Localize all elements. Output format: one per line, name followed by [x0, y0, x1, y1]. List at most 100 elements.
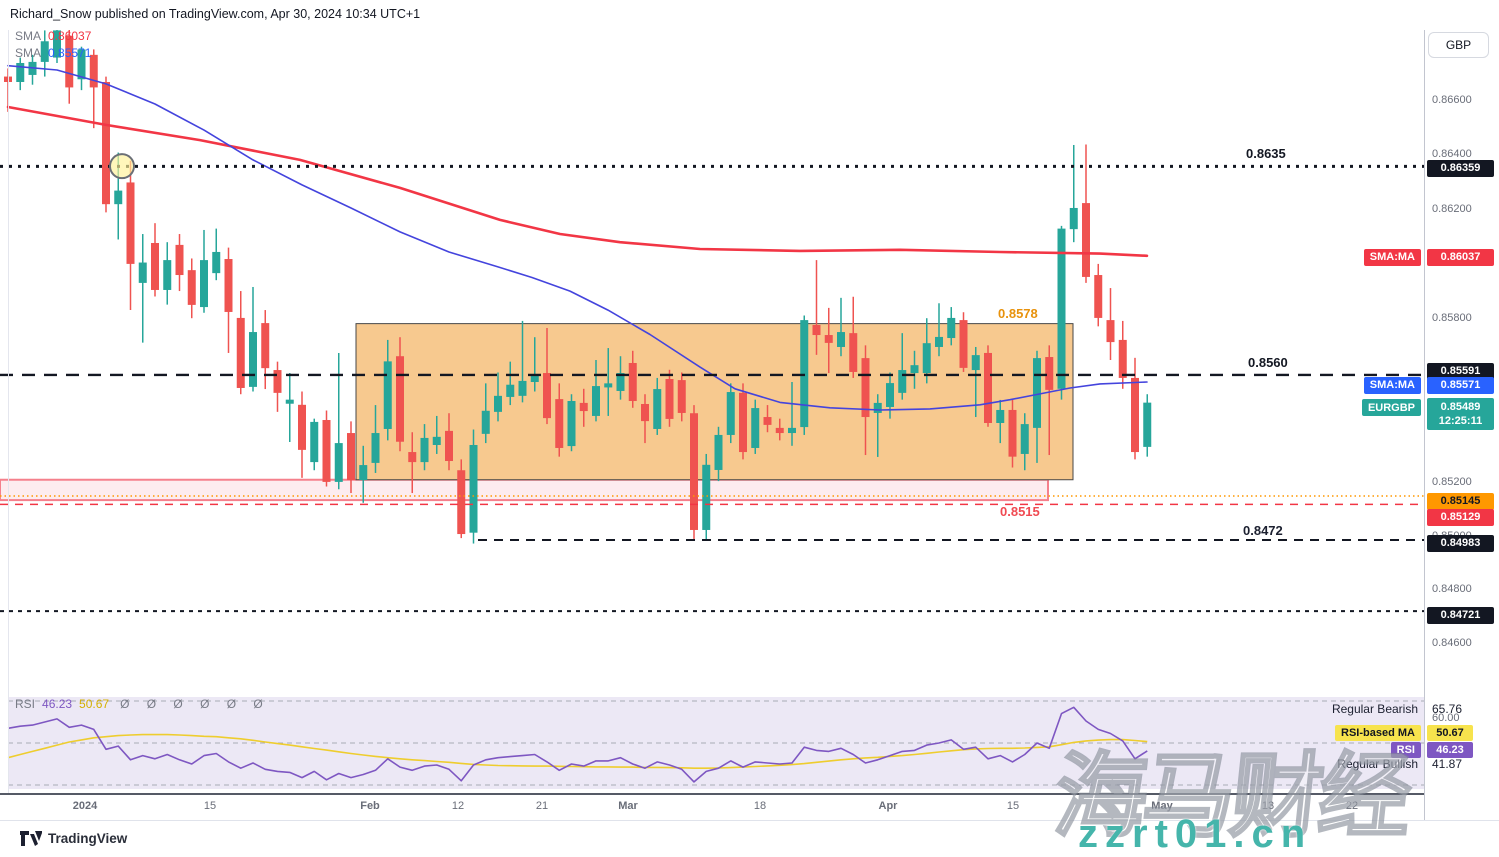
price-axis-border [1424, 30, 1425, 820]
candle-body [898, 370, 907, 393]
drawing-price-label[interactable]: 0.8472 [1243, 523, 1283, 538]
axis-series-name-badge: EURGBP [1361, 399, 1421, 416]
candle-body [1033, 358, 1041, 428]
rsi-legend-value: 46.23 [42, 697, 73, 711]
candle-body [861, 358, 870, 418]
drawing-price-label[interactable]: 0.8578 [998, 306, 1038, 321]
sma-slow-label: SMA [15, 29, 42, 43]
candle-body [236, 317, 245, 388]
axis-series-name-badge: SMA:MA [1363, 376, 1421, 394]
time-tick-label: Feb [360, 800, 380, 812]
divergence-disabled-icons[interactable]: Ø Ø Ø Ø Ø Ø [120, 697, 270, 711]
candle-body [984, 352, 992, 423]
time-tick-label: 13 [1261, 800, 1275, 812]
candle-body [432, 436, 441, 445]
rsi-ma-line[interactable] [7, 733, 1148, 770]
candle-body [89, 54, 98, 88]
candle-body [628, 362, 637, 402]
candle-body [359, 465, 368, 481]
candle-body [285, 399, 294, 404]
candle-body [1106, 320, 1115, 343]
candle-body [65, 35, 74, 88]
tradingview-logo[interactable]: TradingView [20, 831, 127, 846]
time-tick-label: Mar [618, 800, 638, 812]
candle-body [383, 361, 392, 429]
candle-body [334, 443, 343, 482]
publish-header: Richard_Snow published on TradingView.co… [10, 7, 421, 21]
candle-body [702, 464, 711, 530]
candle-body [187, 270, 196, 305]
candle-body [53, 30, 61, 58]
candle-body [555, 399, 564, 448]
time-tick-label: 12 [451, 800, 465, 812]
candle-body [298, 404, 306, 450]
time-tick-label: 15 [203, 800, 217, 812]
drawing-price-label[interactable]: 0.8635 [1246, 146, 1286, 161]
time-axis-separator [0, 793, 1424, 795]
candle-body [579, 402, 588, 412]
candle-body [1143, 402, 1152, 447]
rsi-based-ma-badge[interactable]: RSI-based MA [1335, 725, 1421, 741]
candle-body [469, 444, 478, 533]
candle-body [788, 427, 796, 434]
time-tick-label: 2024 [72, 800, 98, 812]
rsi-ma-legend-value: 50.67 [79, 697, 110, 711]
candle-body [641, 403, 649, 422]
candle-body [1131, 377, 1139, 453]
price-chart-canvas[interactable] [0, 30, 1424, 820]
candle-body [518, 380, 527, 396]
price-tick-label: 0.85200 [1432, 476, 1472, 488]
drawing-price-label[interactable]: 0.8515 [1000, 504, 1040, 519]
axis-price-badge: 0.86037 [1427, 248, 1494, 266]
sma-slow-line[interactable] [6, 105, 1149, 258]
rsi-axis-tick-60: 60.00 [1432, 712, 1460, 724]
candle-body [971, 355, 980, 371]
axis-price-badge: 0.84983 [1427, 534, 1494, 552]
drawing-price-label[interactable]: 0.8560 [1248, 355, 1288, 370]
currency-toggle-button[interactable]: GBP [1428, 32, 1489, 58]
candle-body [947, 317, 956, 339]
rsi-badge[interactable]: RSI [1390, 742, 1421, 758]
rsi-line[interactable] [7, 706, 1148, 783]
candle-body [530, 374, 539, 383]
candle-body [775, 427, 784, 434]
candle-body [396, 356, 404, 442]
axis-price-badge: 0.86359 [1427, 159, 1494, 177]
highlight-circle-marker[interactable] [109, 153, 135, 180]
candle-body [114, 190, 123, 205]
candle-body [886, 383, 894, 407]
candle-body [1082, 203, 1090, 277]
axis-price-badge: 0.85145 [1427, 492, 1494, 510]
price-tick-label: 0.85800 [1432, 312, 1472, 324]
sma-fast-legend-row[interactable]: SMA 0.85571 [15, 46, 91, 60]
candle-body [494, 395, 502, 412]
time-tick-label: 21 [535, 800, 549, 812]
rsi-legend-label: RSI [15, 697, 36, 711]
candle-body [726, 392, 735, 435]
axis-price-badge: 0.85489 12:25:11 [1427, 398, 1494, 430]
candle-body [690, 413, 698, 530]
sma-slow-legend-row[interactable]: SMA 0.86037 [15, 29, 91, 43]
tradingview-logo-text: TradingView [48, 831, 128, 846]
candle-body [16, 62, 25, 82]
candle-body [763, 417, 772, 425]
candle-body [175, 244, 184, 276]
support-zone-rectangle[interactable] [0, 478, 1049, 502]
candle-body [1069, 207, 1078, 230]
candle-body [665, 379, 674, 419]
time-tick-label: 18 [753, 800, 767, 812]
candle-body [714, 434, 723, 470]
candle-body [922, 343, 931, 374]
axis-series-name-badge: SMA:MA [1363, 248, 1421, 266]
candle-body [1057, 228, 1066, 389]
time-tick-label: 15 [1006, 800, 1020, 812]
candle-body [77, 49, 86, 80]
candle-body [1094, 275, 1103, 318]
rsi-legend-row[interactable]: RSI 46.23 50.67 Ø Ø Ø Ø Ø Ø [15, 697, 270, 711]
candle-body [800, 320, 809, 428]
rsi-value-badge: 46.23 [1427, 742, 1473, 758]
candle-body [567, 401, 576, 447]
candle-body [935, 336, 943, 347]
sma-fast-line[interactable] [7, 64, 1148, 411]
candle-body [873, 402, 882, 413]
